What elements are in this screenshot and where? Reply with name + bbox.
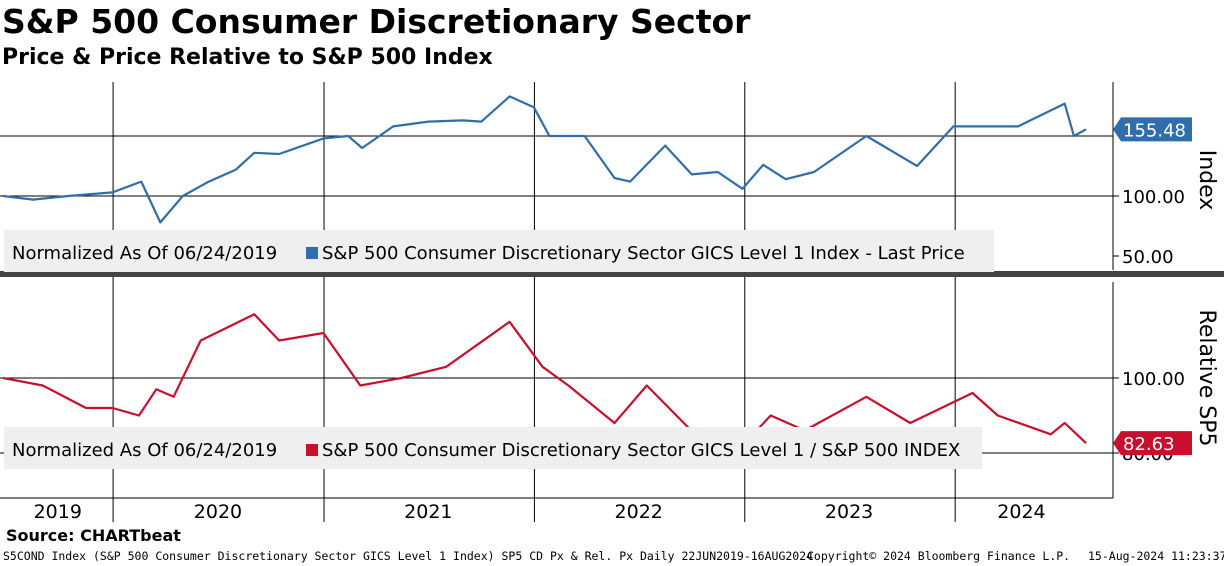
footer-copyright: Copyright© 2024 Bloomberg Finance L.P. bbox=[807, 549, 1071, 563]
last-value-badge bbox=[1113, 117, 1192, 142]
legend: Normalized As Of 06/24/2019 S&P 500 Consu… bbox=[4, 427, 982, 469]
last-value-label: 82.63 bbox=[1123, 434, 1175, 455]
x-tick-label: 2024 bbox=[997, 501, 1045, 523]
legend-swatch bbox=[306, 444, 318, 456]
panel-divider bbox=[0, 271, 1224, 277]
legend: Normalized As Of 06/24/2019 S&P 500 Consu… bbox=[4, 230, 994, 272]
y-tick-label: 100.00 bbox=[1122, 369, 1185, 390]
y-axis-title: Index bbox=[1194, 150, 1219, 211]
x-tick-label: 2021 bbox=[404, 501, 452, 523]
legend-background bbox=[4, 230, 994, 272]
chart-subtitle: Price & Price Relative to S&P 500 Index bbox=[2, 45, 493, 70]
y-tick-label: 100.00 bbox=[1122, 187, 1185, 208]
chart-title: S&P 500 Consumer Discretionary Sector bbox=[2, 2, 751, 41]
x-tick-label: 2022 bbox=[615, 501, 663, 523]
legend-background bbox=[4, 427, 982, 469]
footer-timestamp: 15-Aug-2024 11:23:37 bbox=[1088, 549, 1224, 563]
source-note: Source: CHARTbeat bbox=[6, 526, 181, 545]
legend-series-name: S&P 500 Consumer Discretionary Sector GI… bbox=[322, 243, 965, 264]
series-line bbox=[2, 95, 1087, 224]
y-tick-label: 50.00 bbox=[1122, 247, 1174, 268]
last-value-tag: 82.63 bbox=[1113, 431, 1192, 456]
x-tick-label: 2023 bbox=[825, 501, 873, 523]
x-tick-label: 2019 bbox=[34, 501, 82, 523]
last-value-label: 155.48 bbox=[1123, 120, 1186, 141]
legend-series-name: S&P 500 Consumer Discretionary Sector GI… bbox=[322, 440, 960, 461]
series-line bbox=[2, 313, 1087, 447]
y-axis-title: Relative SP5 bbox=[1194, 310, 1219, 447]
legend-normalized-note: Normalized As Of 06/24/2019 bbox=[12, 243, 277, 264]
legend-swatch bbox=[306, 247, 318, 259]
last-value-tag: 155.48 bbox=[1113, 117, 1192, 142]
x-tick-label: 2020 bbox=[194, 501, 242, 523]
last-value-badge bbox=[1113, 431, 1192, 456]
footer-description: S5COND Index (S&P 500 Consumer Discretio… bbox=[3, 549, 814, 563]
legend-normalized-note: Normalized As Of 06/24/2019 bbox=[12, 440, 277, 461]
